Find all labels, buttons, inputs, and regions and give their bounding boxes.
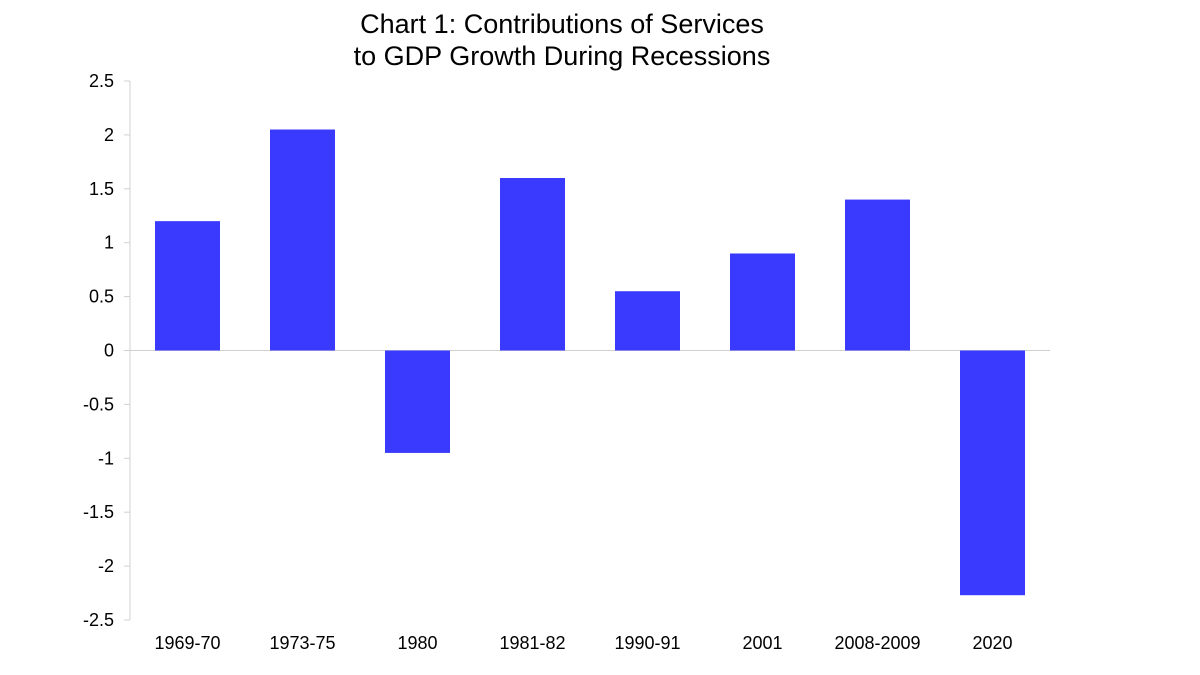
x-category-label: 2020 [972,633,1012,653]
x-category-label: 1981-82 [499,633,565,653]
bar [845,199,910,351]
x-category-label: 1973-75 [269,633,335,653]
x-category-label: 1969-70 [154,633,220,653]
chart-title-line-1: Chart 1: Contributions of Services [360,9,764,39]
x-axis-labels: 1969-70 1973-75 1980 1981-82 1990-91 2001 2008… [154,633,1012,653]
bar [960,350,1025,596]
y-tick-label: -0.5 [83,394,114,414]
y-tick-label: 2 [104,125,114,145]
chart-title-line-2: to GDP Growth During Recessions [353,41,771,71]
y-tick-label: -1.5 [83,502,114,522]
y-tick-label: 0.5 [89,287,114,307]
bar [270,129,335,351]
x-category-label: 1990-91 [614,633,680,653]
x-category-label: 1980 [397,633,437,653]
y-tick-label: -1 [98,448,114,468]
bars [155,129,1025,596]
bar [155,221,220,351]
x-category-label: 2008-2009 [834,633,920,653]
chart-title: Chart 1: Contributions of Services to GD… [212,8,912,72]
bar [615,291,680,351]
bar [385,350,450,453]
bar [500,178,565,351]
bar [730,253,795,351]
y-tick-label: 2.5 [89,71,114,91]
y-tick-label: -2.5 [83,610,114,630]
y-tick-label: 1.5 [89,179,114,199]
x-category-label: 2001 [742,633,782,653]
y-tick-label: 1 [104,233,114,253]
y-tick-label: -2 [98,556,114,576]
y-tick-label: 0 [104,341,114,361]
y-axis: 2.5 2 1.5 1 0.5 0 -0.5 -1 -1.5 -2 -2.5 [83,71,1050,630]
